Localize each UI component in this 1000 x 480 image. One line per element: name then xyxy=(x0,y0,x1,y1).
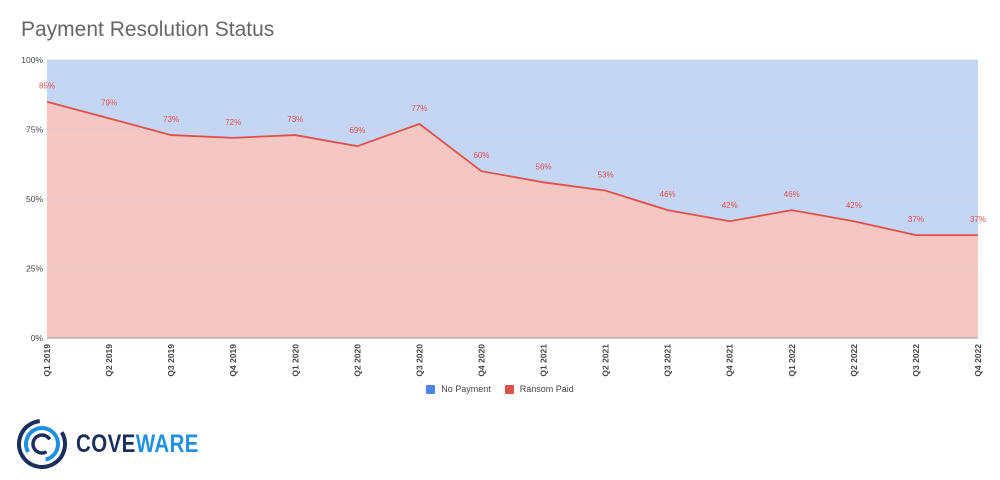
data-label: 37% xyxy=(970,215,986,224)
data-label: 56% xyxy=(536,162,552,171)
x-tick-label: Q2 2021 xyxy=(601,344,611,377)
data-label: 85% xyxy=(39,82,55,91)
x-tick-label: Q1 2022 xyxy=(787,344,797,377)
data-label: 77% xyxy=(411,104,427,113)
y-tick-label: 50% xyxy=(26,194,43,204)
data-label: 46% xyxy=(784,190,800,199)
data-label: 46% xyxy=(660,190,676,199)
x-tick-label: Q4 2020 xyxy=(476,344,486,377)
data-label: 37% xyxy=(908,215,924,224)
area-ransom-paid xyxy=(47,101,978,338)
x-tick-label: Q2 2020 xyxy=(352,344,362,377)
x-tick-label: Q3 2022 xyxy=(911,344,921,377)
x-tick-label: Q4 2022 xyxy=(973,344,983,377)
data-label: 60% xyxy=(473,151,489,160)
data-label: 42% xyxy=(846,201,862,210)
data-label: 73% xyxy=(287,115,303,124)
y-tick-label: 100% xyxy=(21,55,43,65)
data-label: 42% xyxy=(722,201,738,210)
line-ransom-paid xyxy=(46,100,978,237)
coveware-logo: COVEWARE xyxy=(16,418,226,470)
x-tick-label: Q4 2021 xyxy=(725,344,735,377)
area-no-payment xyxy=(47,60,978,236)
legend-label-no-payment: No Payment xyxy=(441,384,491,394)
legend: No Payment Ransom Paid xyxy=(0,384,1000,394)
legend-swatch-no-payment xyxy=(426,384,436,394)
data-label: 79% xyxy=(101,98,117,107)
legend-swatch-ransom-paid xyxy=(504,384,514,394)
data-label: 53% xyxy=(598,171,614,180)
chart-title: Payment Resolution Status xyxy=(21,18,275,41)
y-tick-label: 25% xyxy=(26,264,43,274)
x-tick-label: Q2 2022 xyxy=(849,344,859,377)
coveware-logo-text: COVEWARE xyxy=(76,429,199,458)
legend-label-ransom-paid: Ransom Paid xyxy=(519,384,574,394)
x-tick-label: Q1 2020 xyxy=(290,344,300,377)
x-tick-label: Q1 2019 xyxy=(42,344,52,377)
data-label: 72% xyxy=(225,118,241,127)
legend-item-ransom-paid: Ransom Paid xyxy=(504,384,574,394)
x-tick-label: Q4 2019 xyxy=(228,344,238,377)
x-tick-label: Q3 2019 xyxy=(166,344,176,377)
x-tick-label: Q1 2021 xyxy=(539,344,549,377)
data-label: 69% xyxy=(349,126,365,135)
x-tick-label: Q3 2021 xyxy=(663,344,673,377)
x-tick-label: Q3 2020 xyxy=(414,344,424,377)
x-tick-label: Q2 2019 xyxy=(104,344,114,377)
legend-item-no-payment: No Payment xyxy=(426,384,491,394)
y-tick-label: 0% xyxy=(31,333,44,343)
data-label: 73% xyxy=(163,115,179,124)
coveware-logo-icon xyxy=(17,419,67,469)
y-tick-label: 75% xyxy=(26,125,43,135)
